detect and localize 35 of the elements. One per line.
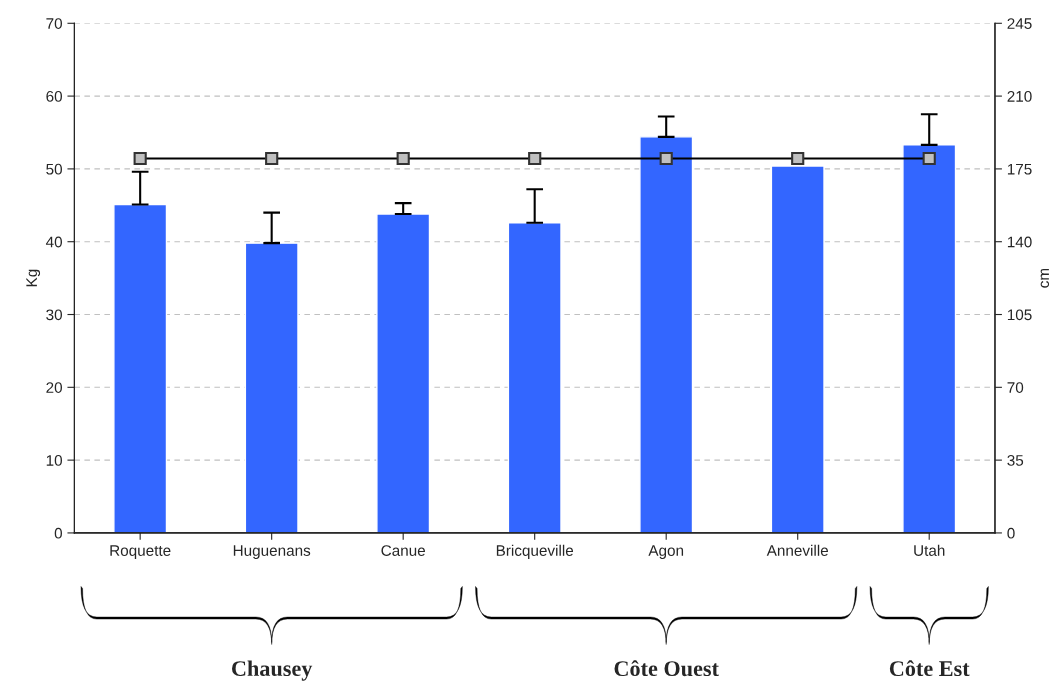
- y2-tick-label: 140: [1007, 236, 1032, 248]
- y2-tick-label: 0: [1007, 527, 1015, 539]
- y-tick-label: 10: [46, 454, 63, 466]
- y2-tick-label: 105: [1007, 309, 1032, 321]
- x-tick-label: Utah: [914, 544, 945, 556]
- x-tick-label: Bricqueville: [496, 544, 574, 559]
- text: Côte Ouest: [614, 660, 719, 677]
- x-tick-label: Anneville: [766, 544, 829, 556]
- bar: [507, 222, 562, 533]
- bar: [376, 213, 431, 533]
- x-tick-label: Roquette: [110, 545, 171, 559]
- y-tick-label: 20: [46, 382, 63, 393]
- bar: [639, 136, 694, 533]
- y-axis-title: Kg: [26, 269, 41, 287]
- text: Côte Est: [889, 660, 970, 677]
- x-tick-label: Agon: [648, 545, 684, 559]
- y-tick-label: 40: [45, 236, 63, 248]
- x-tick-label: Huguenans: [233, 545, 311, 559]
- y2-tick-label: 210: [1007, 90, 1032, 102]
- bar: [902, 144, 957, 533]
- bar: [113, 203, 168, 533]
- bar: [770, 165, 825, 533]
- y-tick-label: 70: [46, 18, 63, 29]
- y-tick-label: 30: [46, 309, 63, 321]
- y2-tick-label: 70: [1007, 382, 1024, 393]
- y2-tick-label: 35: [1007, 454, 1024, 466]
- y2-axis-title: cm: [1040, 268, 1050, 288]
- text: Chausey: [232, 660, 313, 681]
- y-tick-label: 50: [46, 163, 63, 175]
- y2-tick-label: 245: [1007, 18, 1032, 29]
- x-tick-label: Canue: [381, 545, 426, 556]
- y-tick-label: 0: [54, 527, 63, 539]
- y2-tick-label: 175: [1007, 163, 1032, 175]
- bar: [244, 242, 299, 533]
- y-tick-label: 60: [46, 90, 63, 102]
